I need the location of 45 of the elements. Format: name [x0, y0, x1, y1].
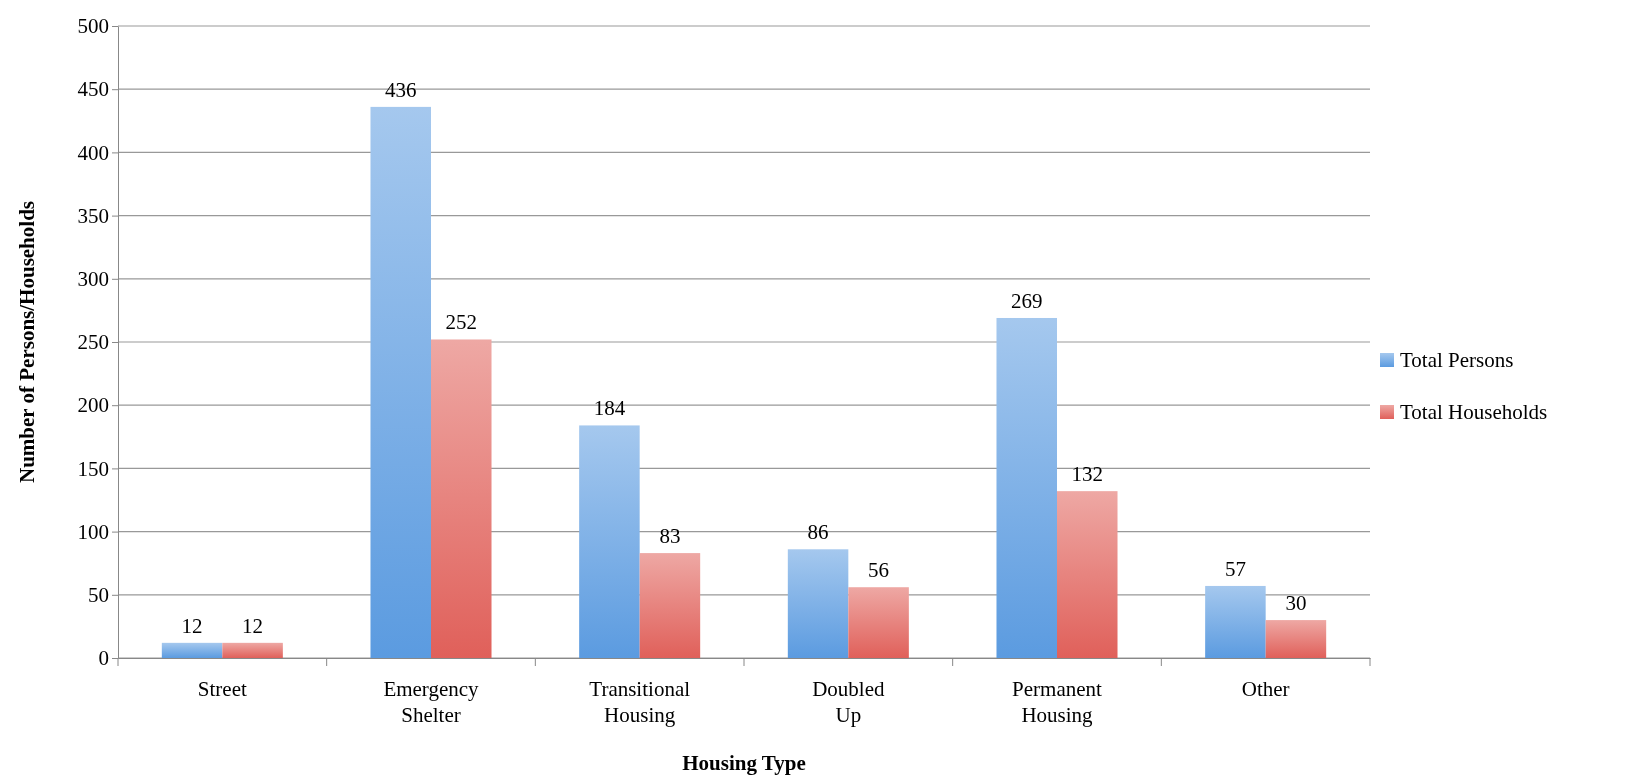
- bar: [787, 549, 849, 658]
- bar: [579, 425, 640, 658]
- data-label: 184: [593, 396, 626, 421]
- data-label: 12: [242, 613, 264, 638]
- data-label: 56: [868, 558, 890, 583]
- bar: [431, 339, 492, 658]
- legend-label: Total Persons: [1400, 348, 1514, 372]
- bar: [1205, 585, 1266, 658]
- x-tick-label: Transitional Housing: [589, 677, 691, 727]
- bar: [1265, 620, 1327, 658]
- x-tick-label: Doubled Up: [812, 677, 885, 727]
- x-tick-label: Emergency Shelter: [383, 677, 480, 727]
- bar: [996, 317, 1057, 658]
- y-tick-label: 400: [77, 140, 109, 165]
- y-tick-label: 350: [77, 203, 109, 228]
- data-label: 57: [1224, 556, 1246, 581]
- y-tick-label: 450: [77, 77, 109, 102]
- bar: [222, 642, 283, 658]
- y-tick-label: 100: [77, 519, 109, 544]
- data-label: 30: [1285, 591, 1307, 616]
- data-label: 252: [445, 310, 478, 335]
- data-label: 86: [807, 520, 829, 545]
- bar: [639, 553, 701, 658]
- data-label: 269: [1010, 288, 1043, 313]
- x-tick-label: Other: [1241, 677, 1290, 701]
- x-tick-label: Street: [197, 677, 247, 701]
- bar: [370, 106, 431, 658]
- y-tick-label: 0: [98, 646, 109, 671]
- y-tick-label: 200: [77, 393, 109, 418]
- y-tick-label: 150: [77, 456, 109, 481]
- x-tick-label: Permanent Housing: [1012, 677, 1103, 727]
- bar: [161, 642, 223, 658]
- y-axis-title: Number of Persons/Households: [15, 201, 39, 483]
- bar: [848, 587, 909, 658]
- y-tick-label: 50: [88, 583, 109, 608]
- y-tick-label: 300: [77, 267, 109, 292]
- y-tick-label: 250: [77, 330, 109, 355]
- data-label: 12: [181, 613, 203, 638]
- data-label: 132: [1071, 462, 1104, 487]
- bar: [1057, 491, 1118, 658]
- y-tick-label: 500: [77, 14, 109, 39]
- data-label: 83: [659, 524, 681, 549]
- data-label: 436: [384, 77, 417, 102]
- legend-label: Total Households: [1400, 400, 1548, 424]
- x-axis-title: Housing Type: [682, 751, 806, 775]
